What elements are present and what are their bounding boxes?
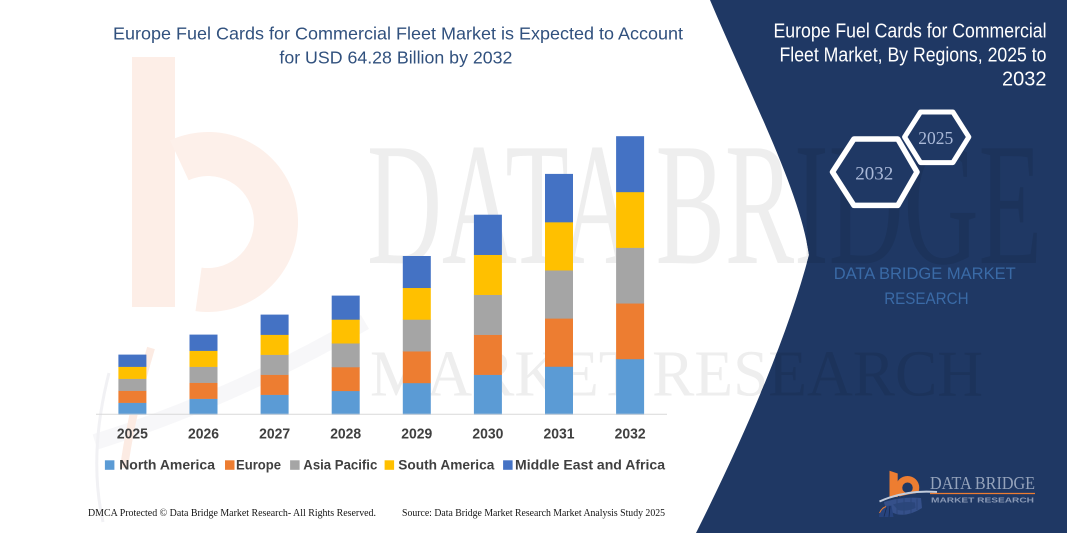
svg-text:Asia Pacific: Asia Pacific [303, 457, 377, 473]
svg-text:South America: South America [398, 457, 494, 473]
svg-text:RESEARCH: RESEARCH [884, 289, 968, 308]
svg-text:North America: North America [119, 457, 215, 473]
svg-text:Fleet Market, By Regions, 2025: Fleet Market, By Regions, 2025 to [780, 45, 1047, 67]
svg-text:2030: 2030 [472, 426, 503, 443]
svg-text:2025: 2025 [918, 128, 953, 148]
svg-text:2026: 2026 [188, 426, 219, 443]
svg-text:2027: 2027 [259, 426, 290, 443]
svg-text:2025: 2025 [117, 426, 148, 443]
svg-text:2028: 2028 [330, 426, 361, 443]
svg-text:2032: 2032 [1002, 69, 1047, 91]
svg-text:Europe Fuel Cards for Commerci: Europe Fuel Cards for Commercial [774, 21, 1047, 43]
svg-text:Middle East and Africa: Middle East and Africa [515, 457, 665, 473]
svg-text:2032: 2032 [855, 164, 893, 185]
svg-text:Europe Fuel Cards for Commerci: Europe Fuel Cards for Commercial Fleet M… [113, 23, 683, 43]
svg-text:2029: 2029 [401, 426, 432, 443]
svg-text:Europe: Europe [236, 457, 281, 473]
svg-text:DATA BRIDGE: DATA BRIDGE [930, 473, 1035, 493]
svg-text:Source: Data Bridge Market Res: Source: Data Bridge Market Research Mark… [402, 508, 665, 519]
svg-text:for USD 64.28 Billion by 2032: for USD 64.28 Billion by 2032 [279, 47, 512, 67]
svg-text:MARKET RESEARCH: MARKET RESEARCH [931, 496, 1034, 505]
svg-text:DMCA Protected © Data Bridge M: DMCA Protected © Data Bridge Market Rese… [88, 508, 376, 519]
svg-text:2032: 2032 [615, 426, 646, 443]
svg-text:DATA BRIDGE MARKET: DATA BRIDGE MARKET [834, 264, 1016, 283]
svg-text:2031: 2031 [544, 426, 575, 443]
